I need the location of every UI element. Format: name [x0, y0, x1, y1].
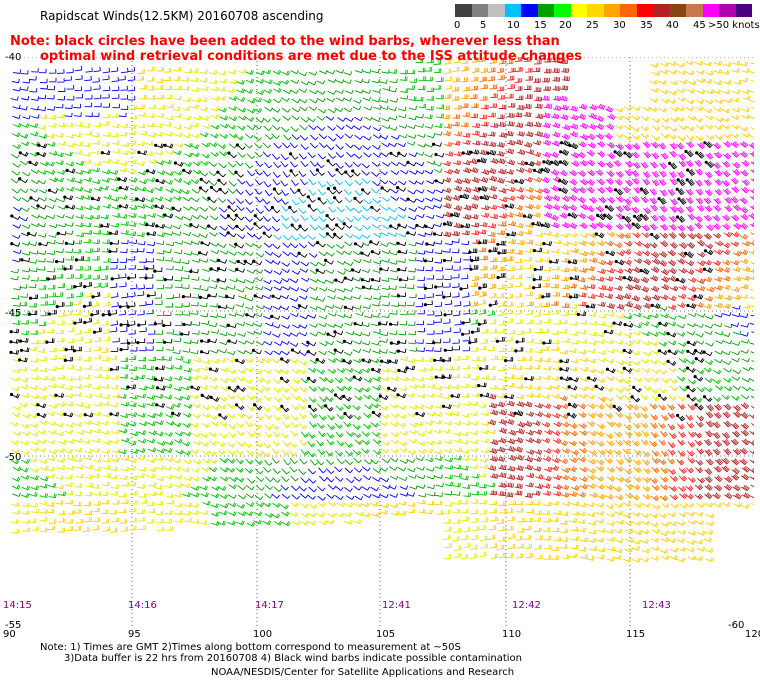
latitude-label: -40 [5, 52, 22, 63]
footer-note-2: 3)Data buffer is 22 hrs from 20160708 4)… [64, 653, 522, 664]
color-swatch [719, 4, 736, 17]
longitude-label: 95 [128, 629, 141, 640]
longitude-label: 100 [253, 629, 273, 640]
wind-barb-map [8, 57, 754, 628]
color-swatch [455, 4, 472, 17]
color-swatch [669, 4, 686, 17]
contamination-note: Note: black circles have been added to t… [10, 34, 582, 64]
footer-credit: NOAA/NESDIS/Center for Satellite Applica… [211, 667, 515, 678]
color-swatch [702, 4, 719, 17]
map-title: Rapidscat Winds(12.5KM) 20160708 ascendi… [40, 9, 324, 23]
color-scale-label: 30 [613, 20, 626, 31]
color-swatch [554, 4, 571, 17]
wind-speed-color-scale [455, 4, 752, 17]
color-swatch [504, 4, 521, 17]
color-swatch [521, 4, 538, 17]
pass-time-label: 14:15 [3, 600, 32, 611]
color-swatch [603, 4, 620, 17]
wind-barbs [9, 57, 754, 563]
color-swatch [653, 4, 670, 17]
pass-time-label: 12:41 [382, 600, 411, 611]
longitude-label: 90 [3, 629, 16, 640]
pass-time-label: 14:17 [255, 600, 284, 611]
latitude-label: -55 [5, 620, 22, 631]
note-line-1: Note: black circles have been added to t… [10, 34, 560, 49]
color-swatch [620, 4, 637, 17]
longitude-label: 110 [502, 629, 522, 640]
color-swatch [488, 4, 505, 17]
pass-time-label: 14:16 [128, 600, 157, 611]
color-swatch [686, 4, 703, 17]
note-line-2: optimal wind retrieval conditions are me… [40, 49, 583, 64]
color-scale-label: 45 [693, 20, 706, 31]
color-scale-label: 20 [559, 20, 572, 31]
color-scale-label: 0 [454, 20, 461, 31]
color-swatch [570, 4, 587, 17]
color-scale-label: 40 [666, 20, 679, 31]
color-scale-label: >50 knots [708, 20, 760, 31]
color-swatch [636, 4, 653, 17]
color-swatch [537, 4, 554, 17]
color-scale-labels: 0 5 10 15 20 25 30 35 40 45 >50 knots [452, 20, 760, 34]
latitude-label: -45 [5, 308, 22, 319]
color-swatch [587, 4, 604, 17]
longitude-label: 115 [626, 629, 646, 640]
footer-note-1: Note: 1) Times are GMT 2)Times along bot… [40, 642, 461, 653]
color-swatch [735, 4, 752, 17]
color-scale-label: 5 [480, 20, 487, 31]
latitude-label: -50 [5, 452, 22, 463]
color-scale-label: 10 [507, 20, 520, 31]
longitude-label: 120 [745, 629, 760, 640]
color-scale-label: 25 [586, 20, 599, 31]
latitude-label: -60 [728, 620, 745, 631]
pass-time-label: 12:42 [512, 600, 541, 611]
longitude-label: 105 [376, 629, 396, 640]
color-scale-label: 15 [534, 20, 547, 31]
color-scale-label: 35 [640, 20, 653, 31]
color-swatch [471, 4, 488, 17]
pass-time-label: 12:43 [642, 600, 671, 611]
